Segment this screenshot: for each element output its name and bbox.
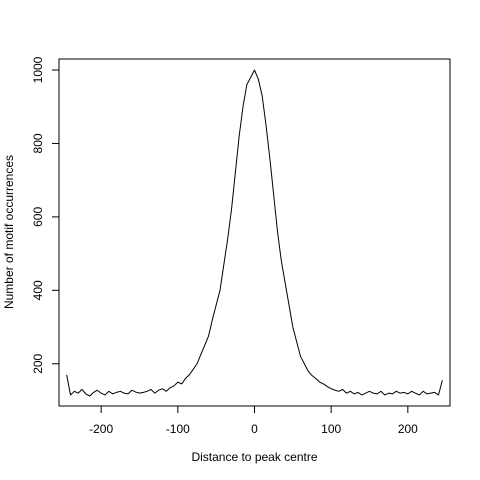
- x-tick-label-1: -100: [166, 422, 190, 436]
- x-tick-label-3: 100: [321, 422, 341, 436]
- y-tick-label-2: 600: [31, 207, 45, 227]
- axes: -200 -100 0 100 200 200 400 600 800 1000: [31, 56, 451, 436]
- x-tick-label-2: 0: [251, 422, 258, 436]
- x-tick-label-0: -200: [89, 422, 113, 436]
- y-tick-label-1: 400: [31, 280, 45, 300]
- y-axis-label: Number of motif occurrences: [2, 155, 16, 309]
- x-tick-label-4: 200: [398, 422, 418, 436]
- plot-area: [66, 69, 443, 397]
- plot-frame: [58, 58, 451, 407]
- series-line-0: [66, 69, 443, 397]
- y-tick-label-4: 1000: [31, 56, 45, 83]
- y-tick-label-0: 200: [31, 353, 45, 373]
- x-axis-label: Distance to peak centre: [191, 450, 317, 464]
- y-tick-label-3: 800: [31, 133, 45, 153]
